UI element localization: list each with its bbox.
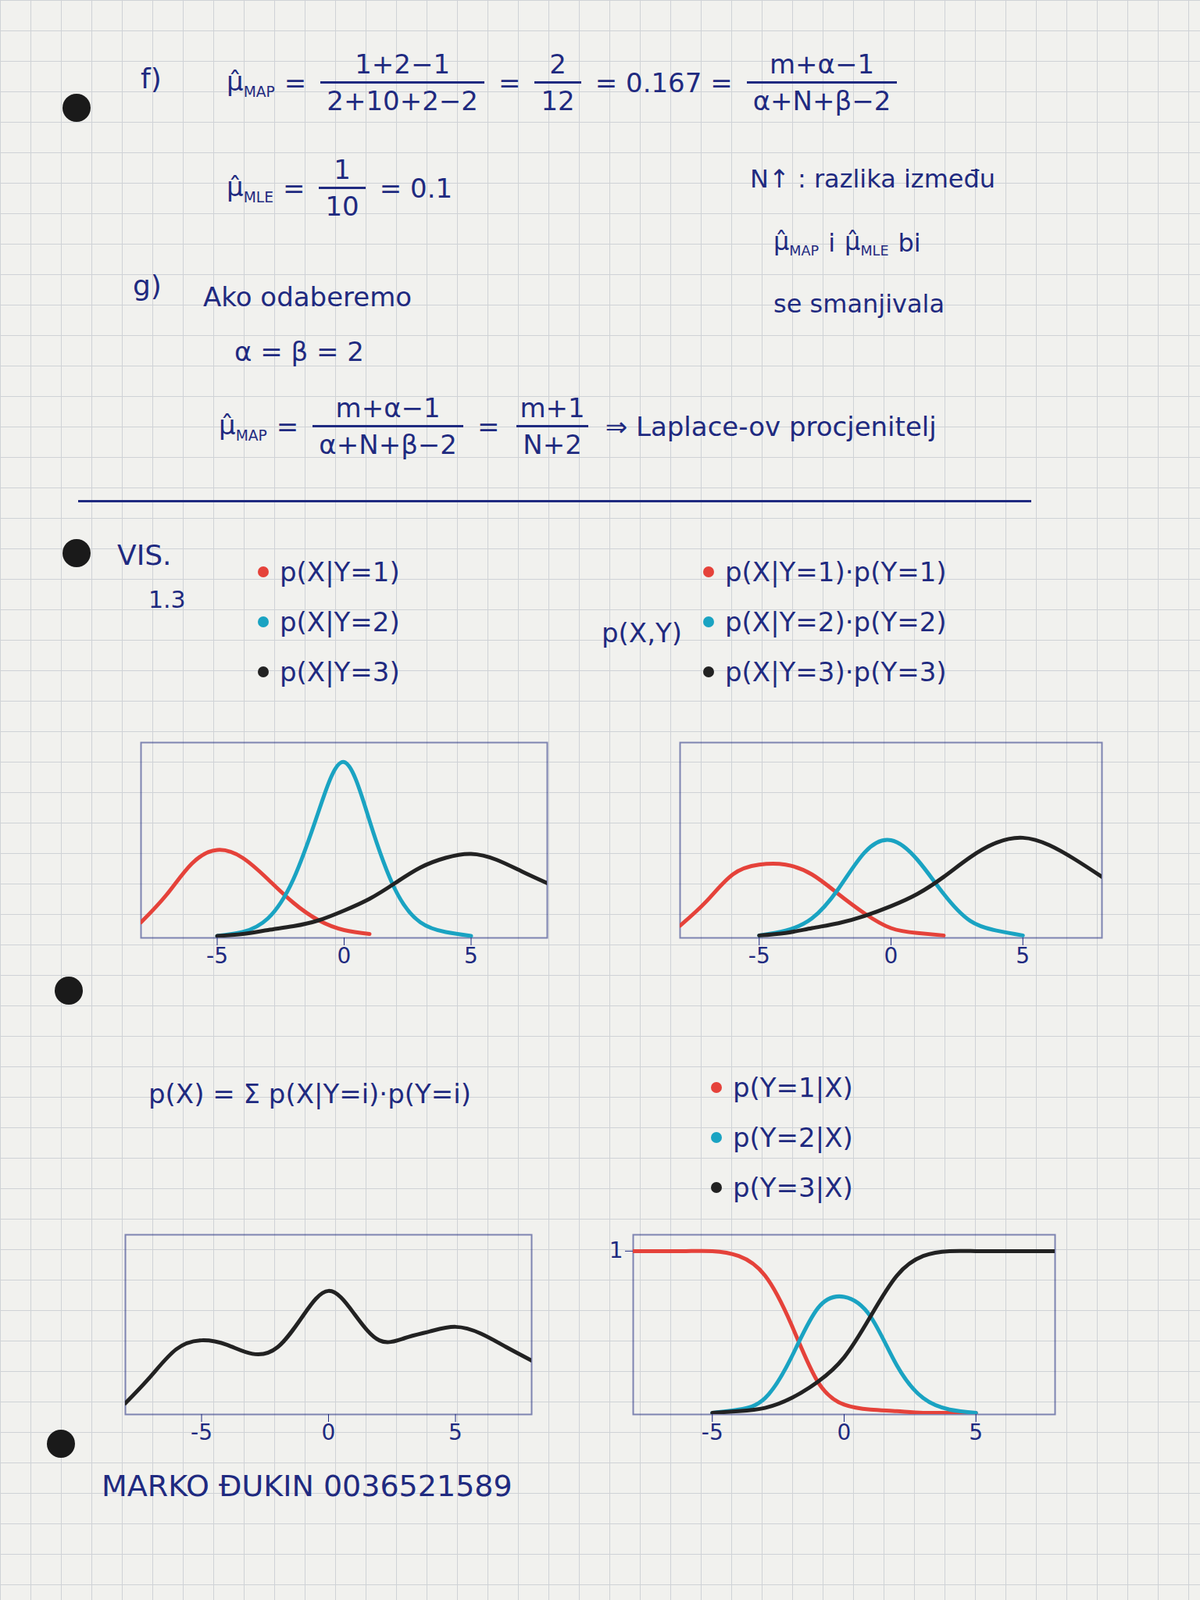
html-text:p(Y=3|X): p(Y=3|X): [732, 1171, 853, 1204]
html-text:m+α−1: m+α−1: [769, 48, 875, 80]
svg-text:0: 0: [884, 942, 899, 969]
html-text:2: 2: [549, 48, 567, 80]
html-text:α+N+β−2: α+N+β−2: [752, 85, 891, 117]
html-text:p(X) = Σ p(X|Y=i)·p(Y=i): p(X) = Σ p(X|Y=i)·p(Y=i): [148, 1078, 472, 1110]
html-text:p(X|Y=1): p(X|Y=1): [279, 556, 400, 588]
html-text:VIS.: VIS.: [117, 539, 172, 572]
svg-text:-5: -5: [206, 942, 229, 969]
html-text:μ̂MAP i μ̂MLE bi: μ̂MAP i μ̂MLE bi: [773, 226, 921, 259]
svg-text:0: 0: [337, 942, 352, 969]
html-text:12: 12: [541, 85, 575, 117]
html-text:1: 1: [333, 153, 351, 186]
html-text:μ̂MLE =: μ̂MLE =: [226, 170, 306, 205]
html-text:μ̂MAP =: μ̂MAP =: [218, 409, 299, 444]
html-text:p(X|Y=2): p(X|Y=2): [279, 606, 400, 638]
svg-text:-5: -5: [748, 942, 771, 969]
html-text:p(X,Y): p(X,Y): [601, 617, 683, 649]
html-text:p(Y=2|X): p(Y=2|X): [732, 1121, 853, 1154]
html-text:α+N+β−2: α+N+β−2: [318, 428, 458, 461]
html-text:= 0.1: = 0.1: [379, 172, 453, 204]
svg-text:-5: -5: [190, 1419, 213, 1446]
html-text:p(X|Y=1)·p(Y=1): p(X|Y=1)·p(Y=1): [725, 556, 947, 588]
html-text:f): f): [140, 62, 162, 95]
html-text:μ̂MAP =: μ̂MAP =: [226, 65, 307, 100]
html-text:N+2: N+2: [522, 428, 582, 461]
html-text:MARKO ĐUKIN 0036521589: MARKO ĐUKIN 0036521589: [101, 1468, 513, 1504]
svg-text:0: 0: [837, 1419, 852, 1446]
html-text:m+α−1: m+α−1: [335, 392, 441, 424]
html-text:Ako odaberemo: Ako odaberemo: [203, 281, 412, 313]
html-text:p(X|Y=2)·p(Y=2): p(X|Y=2)·p(Y=2): [725, 606, 947, 638]
html-text:m+1: m+1: [519, 392, 585, 424]
svg-text:5: 5: [1015, 942, 1030, 969]
svg-text:1: 1: [609, 1237, 624, 1264]
html-text:se smanjivala: se smanjivala: [773, 289, 945, 319]
svg-text:5: 5: [448, 1419, 463, 1446]
html-text:α = β = 2: α = β = 2: [234, 335, 365, 368]
html-text:g): g): [132, 269, 162, 302]
html-text:2+10+2−2: 2+10+2−2: [326, 85, 479, 117]
html-text:p(X|Y=3)·p(Y=3): p(X|Y=3)·p(Y=3): [725, 656, 947, 688]
html-text:1+2−1: 1+2−1: [354, 48, 451, 80]
svg-text:5: 5: [968, 1419, 983, 1446]
svg-text:5: 5: [464, 942, 479, 969]
html-text:p(X|Y=3): p(X|Y=3): [279, 656, 400, 688]
html-text:p(Y=1|X): p(Y=1|X): [732, 1071, 853, 1104]
html-text:= 0.167 =: = 0.167 =: [595, 66, 733, 99]
svg-text:-5: -5: [701, 1419, 724, 1446]
html-text:⇒ Laplace-ov procjenitelj: ⇒ Laplace-ov procjenitelj: [605, 410, 937, 442]
html-text:10: 10: [325, 190, 360, 222]
html-text:N↑ : razlika između: N↑ : razlika između: [750, 164, 996, 194]
svg-text:0: 0: [321, 1419, 336, 1446]
html-text:1.3: 1.3: [148, 585, 186, 614]
